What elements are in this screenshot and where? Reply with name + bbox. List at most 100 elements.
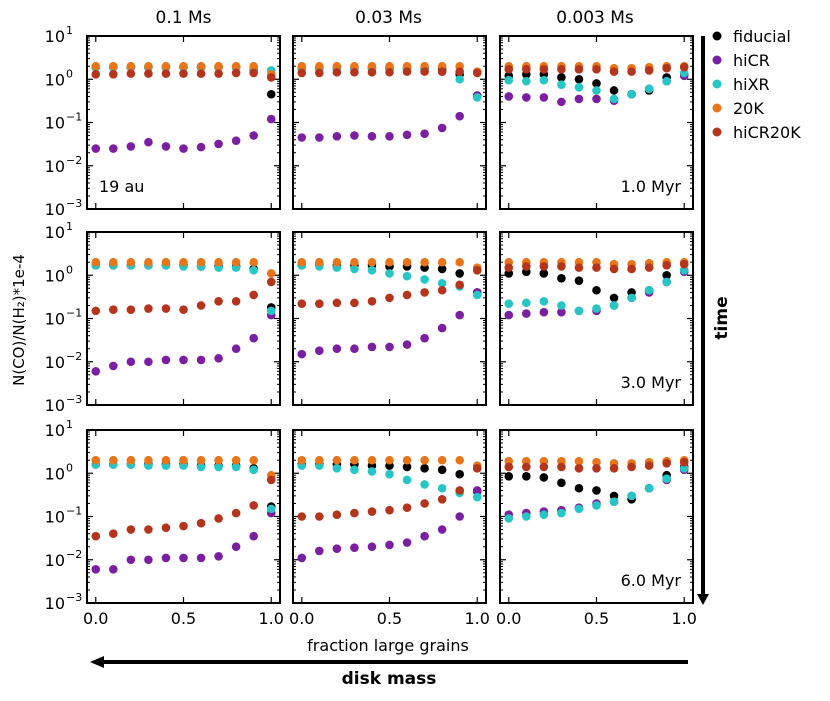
point-hicr [214, 354, 223, 363]
y-tick-label: 10 [45, 27, 65, 46]
panel-frame [499, 231, 694, 406]
point-hicr20k [231, 68, 241, 78]
point-hixr [574, 306, 584, 316]
panel-annotation: 19 au [99, 177, 144, 196]
point-hicr20k [367, 507, 377, 516]
y-tick-label-exponent: 0 [66, 263, 73, 276]
point-hicr [249, 531, 258, 541]
point-hicr [161, 553, 171, 563]
point-hixr [574, 504, 584, 514]
point-20k [126, 257, 136, 267]
point-hicr [420, 531, 429, 541]
point-hicr20k [627, 462, 636, 472]
y-tick-label-exponent: −3 [66, 393, 82, 406]
point-hixr [472, 492, 482, 502]
point-20k [367, 455, 377, 465]
point-fiducial [609, 86, 619, 95]
point-hicr20k [574, 464, 584, 473]
point-fiducial [437, 264, 447, 274]
point-fiducial [539, 473, 549, 482]
point-hicr [367, 542, 377, 552]
point-hicr20k [297, 68, 307, 78]
point-hicr [249, 333, 258, 343]
point-20k [196, 455, 206, 465]
point-hicr [109, 361, 118, 371]
point-hicr20k [385, 293, 394, 303]
point-hicr20k [539, 262, 549, 271]
point-hicr [402, 340, 412, 349]
panel-annotation: 6.0 Myr [621, 571, 682, 590]
x-tick-label: 0.5 [584, 609, 609, 628]
panel-frame [86, 231, 281, 406]
point-hicr [350, 131, 359, 140]
point-20k [249, 257, 258, 267]
point-hicr20k [350, 508, 359, 518]
point-hicr [367, 131, 377, 141]
point-hicr [437, 123, 447, 133]
point-hixr [266, 504, 276, 514]
point-hicr20k [504, 64, 514, 74]
point-hixr [539, 75, 549, 85]
point-hixr [679, 464, 689, 473]
point-hixr [539, 510, 549, 520]
point-20k [437, 455, 447, 465]
point-hicr20k [504, 462, 514, 472]
point-hicr [161, 142, 171, 151]
point-20k [196, 257, 206, 267]
point-hicr [332, 131, 342, 141]
point-hicr [332, 344, 342, 354]
point-fiducial [402, 462, 412, 472]
point-hicr20k [231, 508, 241, 518]
point-hicr [420, 129, 429, 139]
point-hicr20k [574, 64, 584, 74]
point-20k [91, 257, 101, 267]
point-20k [592, 457, 601, 467]
point-hicr20k [144, 525, 153, 534]
point-20k [367, 257, 377, 267]
point-20k [266, 269, 276, 278]
disk-mass-arrowhead [90, 656, 104, 668]
point-hicr20k [644, 461, 654, 470]
point-20k [179, 257, 188, 267]
point-hicr [126, 555, 136, 565]
point-hicr20k [437, 67, 447, 76]
point-hixr [522, 298, 531, 308]
point-hicr20k [679, 457, 689, 467]
y-tick-label-exponent: −2 [66, 548, 82, 561]
point-hicr20k [350, 298, 359, 308]
point-hixr [385, 269, 394, 278]
panel-frame [292, 35, 487, 210]
point-hixr [420, 480, 429, 489]
point-hicr20k [91, 531, 101, 541]
point-hicr20k [662, 260, 671, 270]
point-hicr20k [644, 263, 654, 272]
point-20k [332, 455, 342, 465]
y-tick-label-exponent: −2 [66, 350, 82, 363]
point-hicr [109, 144, 118, 153]
column-title-3: 0.003 Ms [556, 8, 634, 28]
point-20k [385, 455, 394, 465]
point-hicr20k [214, 69, 223, 78]
point-hicr20k [161, 304, 171, 313]
point-hicr20k [196, 69, 206, 78]
legend-marker-hixr [712, 79, 722, 89]
point-fiducial [455, 469, 464, 479]
point-20k [420, 455, 429, 465]
point-20k [231, 455, 241, 465]
point-hicr20k [249, 290, 258, 300]
point-hicr20k [385, 67, 394, 77]
point-hicr [144, 357, 153, 367]
point-fiducial [574, 483, 584, 493]
point-hicr [126, 142, 136, 151]
point-hicr20k [367, 67, 377, 77]
point-fiducial [592, 486, 601, 495]
point-hicr20k [522, 262, 531, 271]
y-tick-label-exponent: 1 [66, 24, 73, 37]
y-tick-label-exponent: 1 [66, 220, 73, 233]
point-hixr [522, 76, 531, 86]
panel-r3-c3: 0.0 0.5 1.0 6.0 Myr [496, 429, 697, 628]
x-tick-label: 1.0 [259, 609, 284, 628]
point-20k [179, 455, 188, 465]
panel-r2-c3: 3.0 Myr [499, 231, 694, 406]
